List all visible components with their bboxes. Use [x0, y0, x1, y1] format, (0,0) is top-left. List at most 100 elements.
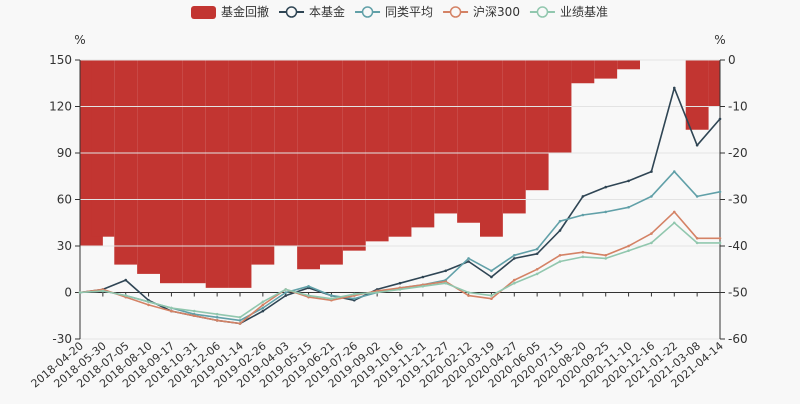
series-point	[627, 205, 630, 209]
legend-marker	[285, 6, 298, 18]
series-point	[512, 278, 516, 282]
series-point	[558, 229, 562, 232]
series-point	[375, 291, 379, 294]
series-point	[467, 294, 470, 297]
series-point	[490, 269, 493, 273]
left-tick-label: 30	[57, 239, 72, 253]
right-tick-label: -40	[728, 239, 748, 253]
series-point	[352, 297, 356, 301]
series-point	[581, 255, 585, 259]
series-point	[330, 294, 333, 297]
legend-label: 同类平均	[385, 5, 433, 19]
drawdown-bar	[617, 60, 640, 70]
series-point	[695, 143, 699, 147]
series-point	[352, 292, 356, 296]
series-point	[535, 272, 539, 276]
right-tick-label: -30	[728, 193, 748, 207]
series-point	[444, 281, 448, 285]
series-point	[147, 303, 150, 307]
drawdown-area	[80, 60, 720, 288]
series-point	[398, 281, 402, 285]
drawdown-bar	[160, 60, 183, 284]
series-point	[718, 190, 722, 194]
legend-item[interactable]: 同类平均	[355, 5, 433, 19]
drawdown-bar	[297, 60, 320, 270]
series-point	[627, 179, 630, 183]
series-point	[672, 210, 676, 214]
series-point	[261, 303, 265, 307]
series-point	[672, 86, 676, 90]
series-point	[490, 275, 493, 279]
left-axis-unit: %	[74, 33, 85, 47]
series-point	[672, 170, 676, 173]
series-point	[604, 257, 608, 260]
right-tick-label: -50	[728, 286, 748, 300]
drawdown-bar	[365, 60, 389, 242]
series-point	[284, 291, 288, 294]
series-point	[627, 249, 630, 252]
drawdown-bar	[91, 60, 115, 237]
legend-marker	[361, 6, 374, 18]
legend-label: 基金回撤	[221, 4, 269, 19]
series-point	[695, 236, 699, 240]
drawdown-bar	[594, 60, 618, 79]
series-point	[307, 294, 310, 297]
series-point	[421, 285, 425, 288]
left-tick-label: -30	[52, 332, 72, 346]
series-point	[238, 322, 242, 325]
series-point	[78, 291, 82, 294]
series-point	[124, 278, 128, 282]
series-point	[650, 232, 653, 235]
series-point	[558, 219, 562, 223]
drawdown-bar	[502, 60, 526, 214]
legend-label: 业绩基准	[560, 5, 608, 19]
drawdown-bar	[228, 60, 252, 288]
series-point	[535, 267, 539, 271]
drawdown-bar	[182, 60, 206, 284]
series-point	[718, 117, 722, 121]
drawdown-bar	[342, 60, 366, 251]
drawdown-bar	[708, 60, 720, 107]
series-lines	[78, 86, 722, 325]
series-point	[604, 185, 608, 189]
series-point	[535, 247, 539, 251]
legend-item[interactable]: 本基金	[279, 4, 345, 19]
right-tick-label: -20	[728, 146, 748, 160]
drawdown-bar	[685, 60, 709, 130]
drawdown-bar	[571, 60, 595, 84]
series-point	[307, 285, 310, 288]
right-tick-label: -10	[728, 100, 748, 114]
right-tick-label: 0	[728, 53, 736, 67]
left-tick-label: 90	[57, 146, 72, 160]
drawdown-bar	[434, 60, 458, 214]
series-point	[124, 294, 128, 297]
series-point	[284, 288, 288, 291]
series-point	[215, 316, 219, 319]
legend-item[interactable]: 基金回撤	[191, 4, 269, 19]
series-point	[650, 241, 653, 245]
legend-marker	[536, 6, 549, 18]
legend-swatch	[191, 6, 216, 19]
legend-marker	[449, 6, 462, 18]
right-tick-label: -60	[728, 332, 748, 346]
series-point	[490, 297, 493, 301]
series-point	[238, 316, 242, 319]
series-point	[558, 260, 562, 263]
legend-item[interactable]: 沪深300	[443, 5, 520, 19]
drawdown-bar	[388, 60, 412, 237]
series-point	[330, 297, 333, 301]
series-point	[215, 319, 219, 322]
series-point	[650, 170, 653, 173]
series-point	[490, 294, 493, 297]
series-point	[535, 252, 539, 256]
series-point	[147, 300, 150, 304]
drawdown-bar	[137, 60, 160, 274]
series-point	[467, 257, 470, 260]
axes: 1501209060300-300-10-20-30-40-50-602018-…	[29, 53, 748, 390]
legend-item[interactable]: 业绩基准	[529, 5, 608, 19]
series-point	[398, 288, 402, 291]
series-point	[718, 236, 722, 240]
left-tick-label: 150	[49, 53, 72, 67]
legend[interactable]: 基金回撤 本基金 同类平均 沪深300 业绩基准	[191, 4, 608, 19]
